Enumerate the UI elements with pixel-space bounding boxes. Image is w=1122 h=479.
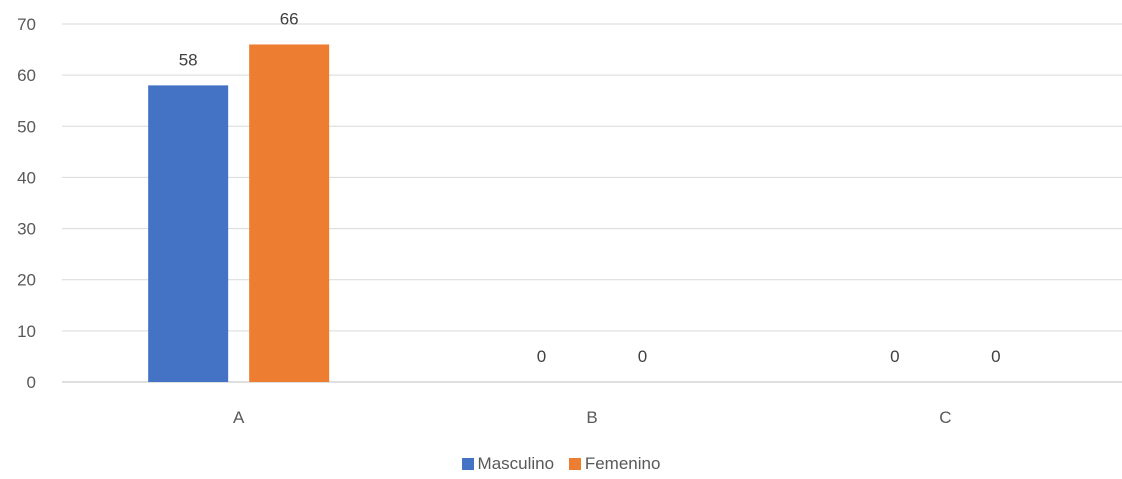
legend-swatch-masculino	[461, 458, 474, 470]
x-tick-label: B	[586, 408, 597, 427]
data-label: 0	[991, 347, 1000, 366]
y-tick-label: 40	[17, 168, 36, 187]
x-tick-label: C	[939, 408, 951, 427]
legend-label-masculino: Masculino	[477, 454, 555, 473]
legend-swatch-femenino	[568, 458, 581, 470]
data-label: 0	[537, 347, 546, 366]
legend-item-masculino: Masculino	[461, 454, 555, 474]
data-label: 66	[280, 9, 299, 28]
y-tick-label: 30	[17, 220, 36, 239]
y-tick-label: 20	[17, 271, 36, 290]
data-label: 0	[890, 347, 899, 366]
y-tick-label: 50	[17, 117, 36, 136]
y-tick-label: 10	[17, 322, 36, 341]
bar-chart: 0 10 20 30 40 50 60 70 58 66 0 0 0 0 A B C	[17, 9, 1122, 427]
legend-label-femenino: Femenino	[584, 454, 661, 473]
data-label: 58	[179, 50, 198, 69]
y-tick-label: 70	[17, 15, 36, 34]
legend: Masculino Femenino	[0, 454, 1122, 475]
x-tick-label: A	[233, 408, 245, 427]
data-label: 0	[638, 347, 647, 366]
legend-item-femenino: Femenino	[568, 454, 661, 474]
y-axis-tick-labels: 0 10 20 30 40 50 60 70	[17, 15, 36, 392]
bar-femenino-a	[249, 44, 330, 382]
bars	[148, 44, 330, 382]
y-tick-label: 0	[27, 373, 36, 392]
gridlines	[62, 23, 1122, 383]
data-labels: 58 66 0 0 0 0	[179, 9, 1001, 366]
x-axis-tick-labels: A B C	[233, 408, 951, 427]
bar-masculino-a	[148, 85, 229, 382]
y-tick-label: 60	[17, 66, 36, 85]
